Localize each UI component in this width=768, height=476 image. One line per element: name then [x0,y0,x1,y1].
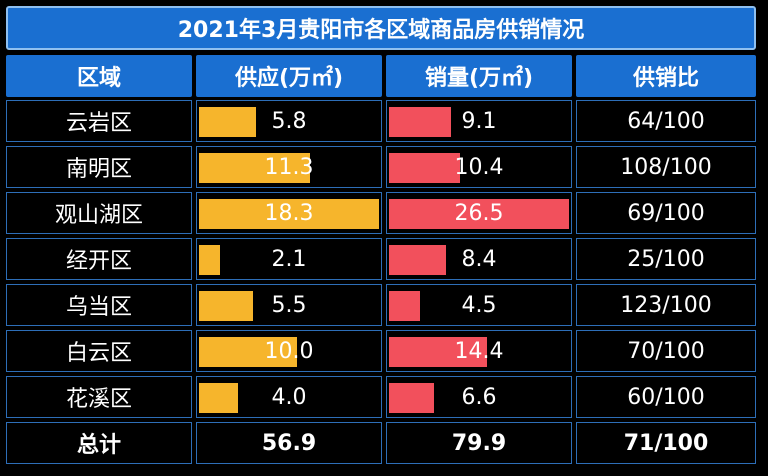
supply-bar [199,199,379,229]
supply-value-label: 5.8 [271,108,307,134]
supply-bar [199,383,238,413]
district-cell: 花溪区 [6,376,192,418]
ratio-label: 69/100 [627,200,705,226]
chart-title: 2021年3月贵阳市各区域商品房供销情况 [6,6,756,50]
supply-value-label: 11.3 [264,154,314,180]
ratio-cell: 69/100 [576,192,756,234]
district-cell: 经开区 [6,238,192,280]
ratio-cell: 123/100 [576,284,756,326]
supply-bar [199,107,256,137]
supply-cell: 4.0 [196,376,382,418]
supply-value-label: 4.0 [271,384,307,410]
district-label: 南明区 [65,157,132,182]
ratio-label: 25/100 [627,246,705,272]
district-label: 乌当区 [65,295,132,320]
ratio-label: 123/100 [620,292,712,318]
supply-bar [199,153,310,183]
total-supply-value: 56.9 [261,430,317,456]
sales-cell: 14.4 [386,330,572,372]
ratio-label: 70/100 [627,338,705,364]
supply-cell: 5.8 [196,100,382,142]
sales-cell: 10.4 [386,146,572,188]
district-cell: 白云区 [6,330,192,372]
total-district-cell: 总计 [6,422,192,464]
supply-cell: 10.0 [196,330,382,372]
sales-value-label: 6.6 [461,384,497,410]
sales-bar [389,107,451,137]
sales-bar [389,199,569,229]
sales-bar [389,383,434,413]
ratio-label: 64/100 [627,108,705,134]
supply-cell: 11.3 [196,146,382,188]
district-label: 观山湖区 [54,203,143,228]
supply-cell: 5.5 [196,284,382,326]
total-sales-value: 79.9 [451,430,507,456]
supply-bar [199,245,220,275]
district-cell: 观山湖区 [6,192,192,234]
sales-value-label: 8.4 [461,246,497,272]
ratio-cell: 25/100 [576,238,756,280]
district-cell: 南明区 [6,146,192,188]
sales-bar [389,291,420,321]
sales-bar [389,245,446,275]
sales-value-label: 14.4 [454,338,504,364]
supply-value-label: 10.0 [264,338,314,364]
ratio-label: 60/100 [627,384,705,410]
district-label: 云岩区 [65,111,132,136]
district-label: 经开区 [65,249,132,274]
sales-bar [389,337,487,367]
supply-value-label: 5.5 [271,292,307,318]
header-ratio: 供销比 [576,55,756,97]
ratio-cell: 64/100 [576,100,756,142]
total-supply-cell: 56.9 [196,422,382,464]
sales-cell: 8.4 [386,238,572,280]
sales-value-label: 9.1 [461,108,497,134]
supply-value-label: 2.1 [271,246,307,272]
district-cell: 云岩区 [6,100,192,142]
district-cell: 乌当区 [6,284,192,326]
supply-bar [199,337,297,367]
supply-bar [199,291,253,321]
sales-value-label: 10.4 [454,154,504,180]
header-supply: 供应(万㎡) [196,55,382,97]
sales-value-label: 4.5 [461,292,497,318]
supply-cell: 18.3 [196,192,382,234]
total-ratio-cell: 71/100 [576,422,756,464]
ratio-label: 108/100 [620,154,712,180]
sales-cell: 6.6 [386,376,572,418]
sales-cell: 26.5 [386,192,572,234]
total-label: 总计 [76,433,121,458]
ratio-cell: 108/100 [576,146,756,188]
sales-cell: 9.1 [386,100,572,142]
header-sales: 销量(万㎡) [386,55,572,97]
sales-cell: 4.5 [386,284,572,326]
supply-value-label: 18.3 [264,200,314,226]
total-sales-cell: 79.9 [386,422,572,464]
district-label: 白云区 [65,341,132,366]
supply-cell: 2.1 [196,238,382,280]
ratio-cell: 60/100 [576,376,756,418]
sales-value-label: 26.5 [454,200,504,226]
sales-bar [389,153,460,183]
ratio-cell: 70/100 [576,330,756,372]
district-label: 花溪区 [65,387,132,412]
header-district: 区域 [6,55,192,97]
total-ratio-value: 71/100 [623,430,709,456]
